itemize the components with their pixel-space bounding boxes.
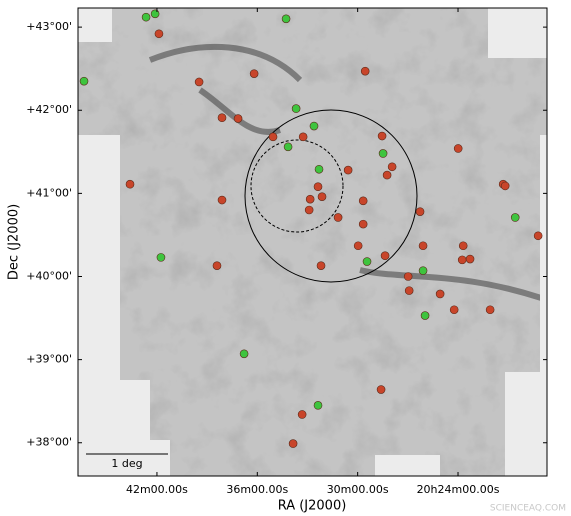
source-point <box>313 182 323 192</box>
source-point <box>403 272 413 281</box>
source-point <box>309 121 319 131</box>
source-point <box>297 410 307 419</box>
scale-bar-label: 1 deg <box>111 457 142 470</box>
x-axis-title: RA (J2000) <box>278 499 347 514</box>
source-point <box>298 132 308 142</box>
source-point <box>404 286 414 295</box>
x-tick-label: 20h24m00.00s <box>417 483 500 496</box>
source-point <box>288 439 298 448</box>
region-circle-dashed <box>250 139 344 233</box>
plot-frame <box>77 7 548 477</box>
source-point <box>125 179 135 189</box>
source-point <box>156 253 166 262</box>
source-point <box>317 192 327 201</box>
y-tick-label: +38°00' <box>26 436 72 449</box>
y-tick-label: +42°00' <box>26 103 72 116</box>
region-circle <box>244 109 418 283</box>
x-tick-label: 36m00.00s <box>226 483 288 496</box>
source-point <box>154 29 164 39</box>
source-point <box>387 162 397 172</box>
source-point <box>217 113 227 123</box>
source-point <box>362 257 372 266</box>
source-point <box>510 213 520 222</box>
source-point <box>485 305 495 315</box>
source-point <box>457 255 467 265</box>
sky-image <box>78 8 547 476</box>
watermark: SCIENCEAQ.COM <box>490 504 566 514</box>
source-point <box>233 114 243 123</box>
source-point <box>305 194 315 204</box>
x-tick-label: 42m00.00s <box>126 483 188 496</box>
source-point <box>377 131 387 141</box>
y-axis-title: Dec (J2000) <box>7 204 22 280</box>
x-tick-label: 30m00.00s <box>327 483 389 496</box>
source-point <box>291 104 301 113</box>
source-point <box>304 205 314 215</box>
source-point <box>316 261 326 270</box>
source-point <box>313 401 323 410</box>
source-point <box>194 77 204 87</box>
source-point <box>249 69 259 78</box>
source-point <box>500 181 510 191</box>
source-point <box>358 219 368 229</box>
source-point <box>418 266 428 275</box>
source-point <box>465 254 475 264</box>
source-point <box>435 289 445 299</box>
source-point <box>382 170 392 180</box>
source-point <box>415 207 425 216</box>
source-point <box>378 149 388 158</box>
source-point <box>449 305 459 315</box>
source-point <box>353 241 363 251</box>
y-tick-label: +40°00' <box>26 269 72 282</box>
y-tick-label: +43°00' <box>26 20 72 33</box>
source-point <box>79 76 89 86</box>
source-point <box>533 231 543 241</box>
source-point <box>150 9 160 19</box>
source-point <box>239 349 249 359</box>
source-point <box>418 241 428 251</box>
source-point <box>283 142 293 152</box>
source-point <box>420 311 430 320</box>
source-point <box>380 251 390 261</box>
source-point <box>314 164 324 174</box>
source-point <box>376 385 386 394</box>
y-tick-label: +41°00' <box>26 186 72 199</box>
source-point <box>268 132 278 142</box>
source-point <box>458 241 468 251</box>
source-point <box>281 14 291 24</box>
source-point <box>212 261 222 270</box>
source-point <box>360 66 370 76</box>
source-point <box>453 144 463 153</box>
source-point <box>333 213 343 222</box>
source-point <box>141 12 151 22</box>
source-point <box>358 196 368 206</box>
y-tick-label: +39°00' <box>26 353 72 366</box>
source-point <box>343 165 353 175</box>
source-point <box>217 195 227 205</box>
